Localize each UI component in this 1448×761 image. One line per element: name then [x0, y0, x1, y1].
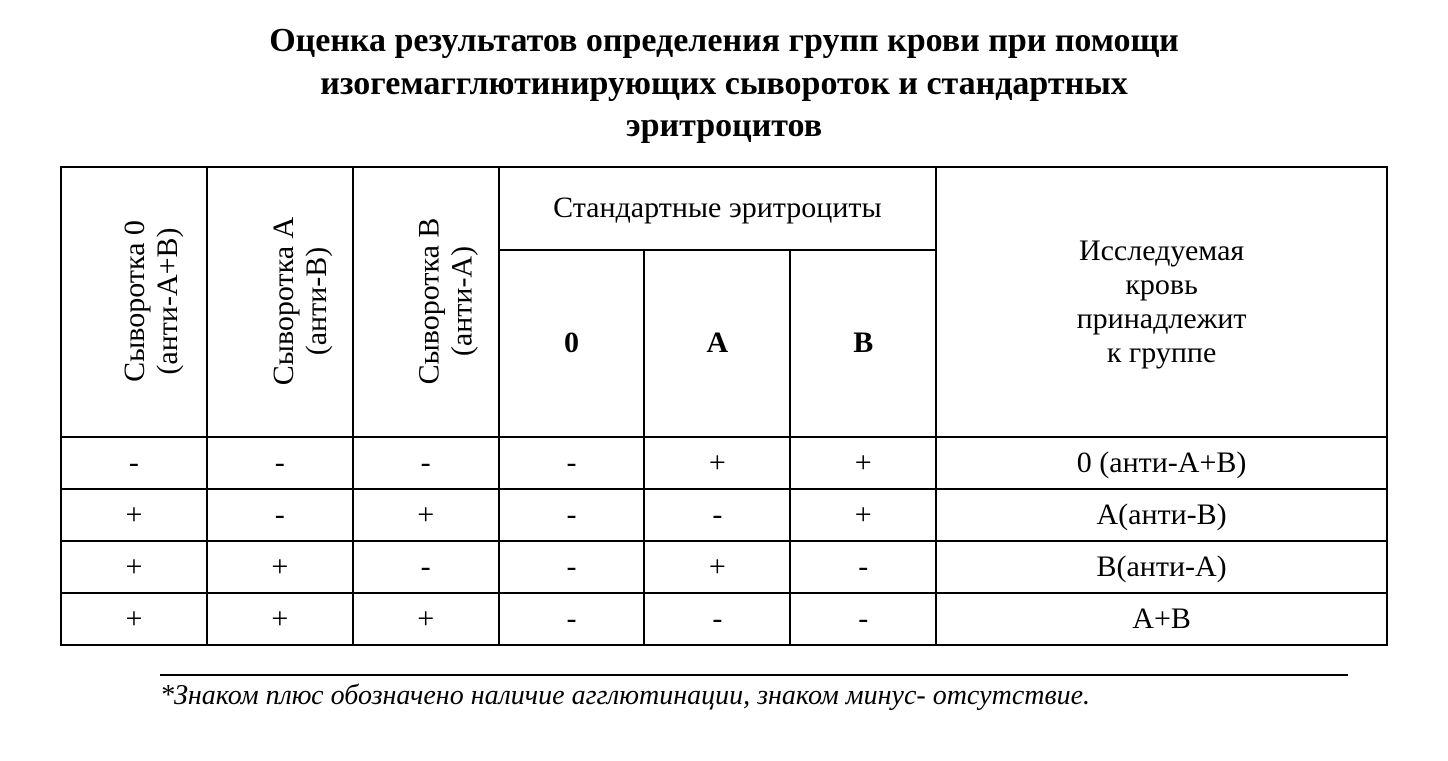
table-row: + - + - - + A(анти-B): [61, 489, 1387, 541]
cell-eB: +: [790, 489, 936, 541]
cell-sB: +: [353, 489, 499, 541]
col-header-result-line4: к группе: [1107, 336, 1216, 369]
cell-result: A(анти-B): [936, 489, 1387, 541]
cell-s0: -: [61, 437, 207, 489]
cell-eB: +: [790, 437, 936, 489]
cell-eB: -: [790, 593, 936, 645]
table-row: + + + - - - A+B: [61, 593, 1387, 645]
title-line-1: Оценка результатов определения групп кро…: [269, 22, 1179, 59]
col-header-serum-0: Сыворотка 0 (анти-A+B): [61, 167, 207, 437]
cell-e0: -: [499, 489, 645, 541]
col-header-result-line3: принадлежит: [1077, 302, 1247, 335]
cell-result: B(анти-A): [936, 541, 1387, 593]
cell-e0: -: [499, 541, 645, 593]
cell-sB: -: [353, 437, 499, 489]
cell-s0: +: [61, 489, 207, 541]
cell-result: A+B: [936, 593, 1387, 645]
cell-eA: +: [644, 541, 790, 593]
cell-eA: +: [644, 437, 790, 489]
col-header-result-line1: Исследуемая: [1079, 234, 1244, 267]
title-line-2: изогемагглютинирующих сывороток и станда…: [320, 65, 1127, 102]
col-header-serum-0-line2: (анти-A+B): [151, 227, 184, 374]
cell-sB: +: [353, 593, 499, 645]
col-header-result: Исследуемая кровь принадлежит к группе: [936, 167, 1387, 437]
cell-eA: -: [644, 489, 790, 541]
cell-sB: -: [353, 541, 499, 593]
col-header-serum-b-line2: (анти-A): [445, 246, 478, 356]
col-header-ery-0: 0: [499, 250, 645, 437]
footnote-block: *Знаком плюс обозначено наличие агглютин…: [60, 674, 1388, 712]
cell-e0: -: [499, 437, 645, 489]
cell-s0: +: [61, 593, 207, 645]
col-header-ery-a: A: [644, 250, 790, 437]
col-header-result-line2: кровь: [1125, 268, 1197, 301]
cell-sA: -: [207, 489, 353, 541]
cell-e0: -: [499, 593, 645, 645]
table-row: - - - - + + 0 (анти-A+B): [61, 437, 1387, 489]
footnote-text: *Знаком плюс обозначено наличие агглютин…: [160, 680, 1348, 712]
table-row: + + - - + - B(анти-A): [61, 541, 1387, 593]
cell-s0: +: [61, 541, 207, 593]
col-header-serum-b-line1: Сыворотка B: [412, 218, 445, 385]
page: Оценка результатов определения групп кро…: [0, 0, 1448, 752]
col-header-serum-a-line1: Сыворотка A: [267, 217, 300, 385]
col-header-serum-b: Сыворотка B (анти-A): [353, 167, 499, 437]
cell-eB: -: [790, 541, 936, 593]
col-header-ery-b: B: [790, 250, 936, 437]
cell-sA: +: [207, 541, 353, 593]
cell-result: 0 (анти-A+B): [936, 437, 1387, 489]
page-title: Оценка результатов определения групп кро…: [99, 20, 1349, 148]
col-header-serum-0-text: Сыворотка 0 (анти-A+B): [118, 220, 184, 382]
cell-sA: -: [207, 437, 353, 489]
col-header-serum-b-text: Сыворотка B (анти-A): [412, 218, 478, 385]
blood-group-table: Сыворотка 0 (анти-A+B) Сыворотка A (анти…: [60, 166, 1388, 646]
title-line-3: эритроцитов: [626, 107, 822, 144]
col-header-serum-a: Сыворотка A (анти-B): [207, 167, 353, 437]
col-header-serum-a-text: Сыворотка A (анти-B): [267, 217, 333, 385]
cell-eA: -: [644, 593, 790, 645]
cell-sA: +: [207, 593, 353, 645]
col-header-serum-a-line2: (анти-B): [300, 247, 333, 356]
col-header-serum-0-line1: Сыворотка 0: [118, 220, 151, 382]
col-header-std-ery: Стандартные эритроциты: [499, 167, 937, 250]
footnote-rule: [160, 674, 1348, 676]
table-body: - - - - + + 0 (анти-A+B) + - + - - + A(а…: [61, 437, 1387, 645]
